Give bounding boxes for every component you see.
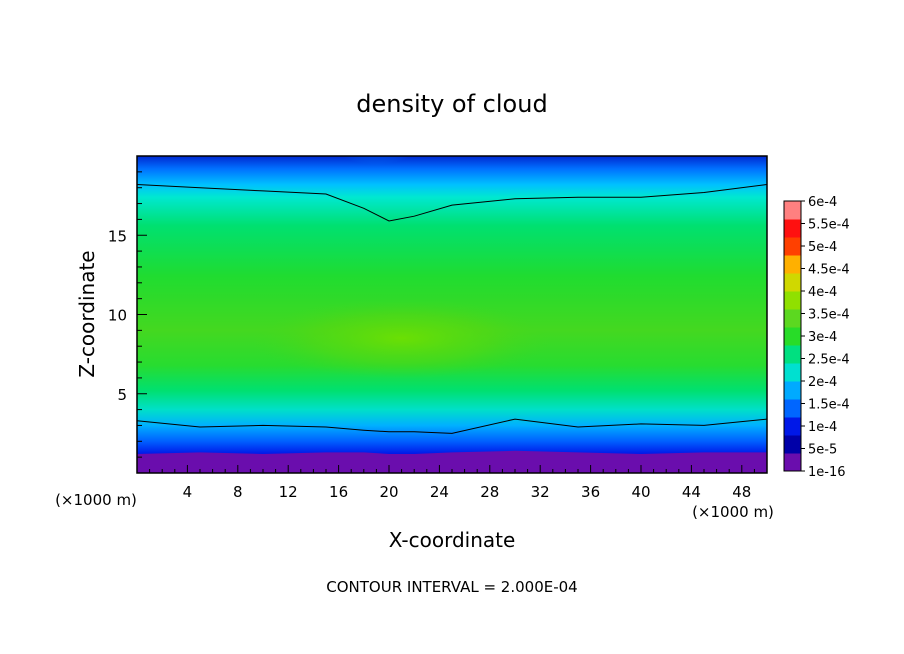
y-axis: 5 10 15 bbox=[108, 171, 147, 458]
x-tick-label: 24 bbox=[430, 483, 449, 501]
contour-interval-note: CONTOUR INTERVAL = 2.000E-04 bbox=[326, 578, 577, 596]
x-tick-label: 36 bbox=[581, 483, 600, 501]
chart-title: density of cloud bbox=[356, 90, 547, 118]
colorbar-label: 2.5e-4 bbox=[808, 353, 850, 368]
colorbar-swatch bbox=[784, 435, 801, 454]
x-tick-label: 8 bbox=[233, 483, 243, 501]
colorbar-swatch bbox=[784, 219, 801, 238]
contour-line-upper bbox=[137, 184, 767, 222]
colorbar-label: 5e-5 bbox=[808, 443, 837, 458]
colorbar-label: 1e-4 bbox=[808, 420, 837, 435]
colorbar-swatch bbox=[784, 453, 801, 472]
colorbar-label: 5.5e-4 bbox=[808, 218, 850, 233]
x-tick-label: 20 bbox=[379, 483, 398, 501]
x-tick-label: 44 bbox=[682, 483, 701, 501]
x-tick-label: 40 bbox=[631, 483, 650, 501]
plot-area bbox=[137, 156, 767, 473]
x-tick-label: 28 bbox=[480, 483, 499, 501]
colorbar: 1e-16 5e-5 1e-4 1.5e-4 2e-4 2.5e-4 3e-4 3.5e-4 4… bbox=[783, 195, 850, 480]
contour-line-lower bbox=[137, 418, 767, 434]
colorbar-label: 1.5e-4 bbox=[808, 398, 850, 413]
colorbar-swatch bbox=[784, 345, 801, 364]
density-minimum-region bbox=[321, 156, 432, 201]
x-tick-label: 4 bbox=[183, 483, 193, 501]
colorbar-swatch bbox=[784, 255, 801, 274]
colorbar-label: 5e-4 bbox=[808, 240, 837, 255]
x-tick-label: 32 bbox=[531, 483, 550, 501]
colorbar-swatch bbox=[784, 363, 801, 382]
colorbar-label: 3.5e-4 bbox=[808, 308, 850, 323]
y-axis-label: Z-coordinate bbox=[75, 250, 99, 377]
y-tick-label: 15 bbox=[108, 227, 127, 245]
x-tick-label: 48 bbox=[732, 483, 751, 501]
x-tick-label: 12 bbox=[279, 483, 298, 501]
ground-band bbox=[137, 450, 767, 473]
colorbar-swatch bbox=[784, 309, 801, 328]
x-axis-unit: (×1000 m) bbox=[55, 491, 137, 509]
x-tick-label: 16 bbox=[329, 483, 348, 501]
colorbar-swatch bbox=[784, 273, 801, 292]
x-axis-label: X-coordinate bbox=[389, 528, 516, 552]
colorbar-label: 6e-4 bbox=[808, 195, 837, 210]
colorbar-swatch bbox=[784, 381, 801, 400]
colorbar-label: 4e-4 bbox=[808, 285, 837, 300]
colorbar-swatch bbox=[784, 399, 801, 418]
colorbar-swatch bbox=[784, 327, 801, 346]
x-axis: 4 8 12 16 20 24 28 32 36 40 44 48 bbox=[149, 465, 755, 501]
x-axis-unit-right: (×1000 m) bbox=[692, 503, 774, 521]
y-tick-label: 5 bbox=[117, 386, 127, 404]
colorbar-swatch bbox=[784, 417, 801, 436]
density-maximum-region bbox=[251, 298, 552, 379]
colorbar-swatch bbox=[784, 237, 801, 256]
y-tick-label: 10 bbox=[108, 307, 127, 325]
colorbar-swatch bbox=[784, 201, 801, 220]
colorbar-swatch bbox=[784, 291, 801, 310]
colorbar-label: 2e-4 bbox=[808, 375, 837, 390]
colorbar-label: 4.5e-4 bbox=[808, 263, 850, 278]
colorbar-label: 3e-4 bbox=[808, 330, 837, 345]
colorbar-label: 1e-16 bbox=[808, 465, 846, 480]
